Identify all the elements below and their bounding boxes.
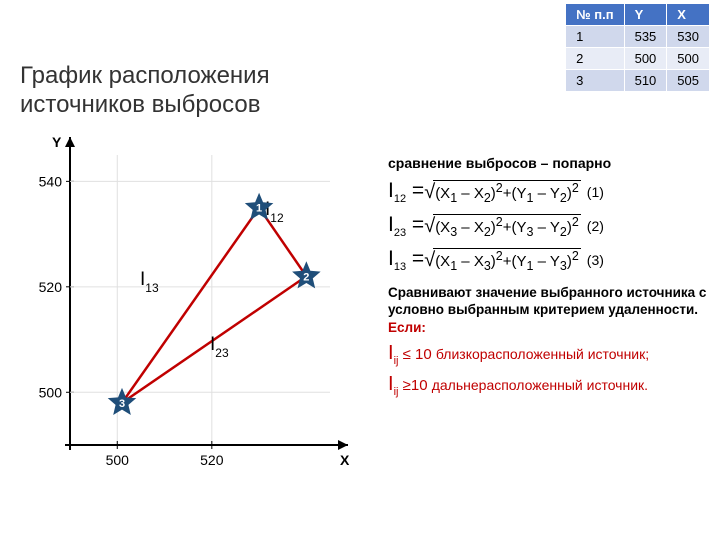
formula-row: I12 =√(X1 – X2)2+(Y1 – Y2)2(1) [388, 179, 720, 205]
table-row: 1 535 530 [566, 26, 710, 48]
svg-text:1: 1 [256, 203, 262, 215]
title-line-1: График расположения [20, 62, 270, 89]
svg-text:520: 520 [39, 279, 63, 295]
comparison-title: сравнение выбросов – попарно [388, 155, 720, 171]
condition-near: Iij ≤ 10 близкорасположенный источник; [388, 342, 720, 367]
col-header-y: Y [624, 4, 667, 26]
formula-list: I12 =√(X1 – X2)2+(Y1 – Y2)2(1) I23 =√(X3 … [388, 179, 720, 274]
formula-row: I23 =√(X3 – X2)2+(Y3 – Y2)2(2) [388, 213, 720, 239]
scatter-chart: XY500520540500520I12I23I13123 [30, 155, 370, 485]
if-label: Если: [388, 320, 426, 335]
explanation-text: Сравнивают значение выбранного источника… [388, 284, 720, 337]
svg-text:2: 2 [303, 271, 309, 283]
right-column: сравнение выбросов – попарно I12 =√(X1 –… [388, 155, 720, 398]
svg-text:I23: I23 [210, 334, 229, 360]
svg-text:3: 3 [119, 398, 125, 410]
condition-far: Iij ≥10 дальнерасположенный источник. [388, 373, 720, 398]
svg-text:I13: I13 [140, 269, 159, 295]
title-line-2: источников выбросов [20, 91, 260, 118]
formula-row: I13 =√(X1 – X3)2+(Y1 – Y3)2(3) [388, 247, 720, 273]
col-header-index: № п.п [566, 4, 624, 26]
svg-text:540: 540 [39, 173, 63, 189]
data-table: № п.п Y X 1 535 530 2 500 500 3 510 505 [565, 3, 710, 92]
svg-text:X: X [340, 452, 350, 468]
table-row: 3 510 505 [566, 70, 710, 92]
table-header-row: № п.п Y X [566, 4, 710, 26]
svg-text:520: 520 [200, 452, 224, 468]
col-header-x: X [667, 4, 710, 26]
svg-text:500: 500 [106, 452, 130, 468]
table-row: 2 500 500 [566, 48, 710, 70]
svg-text:Y: Y [52, 134, 62, 150]
page-title: График расположения источников выбросов [20, 62, 270, 120]
svg-text:500: 500 [39, 384, 63, 400]
